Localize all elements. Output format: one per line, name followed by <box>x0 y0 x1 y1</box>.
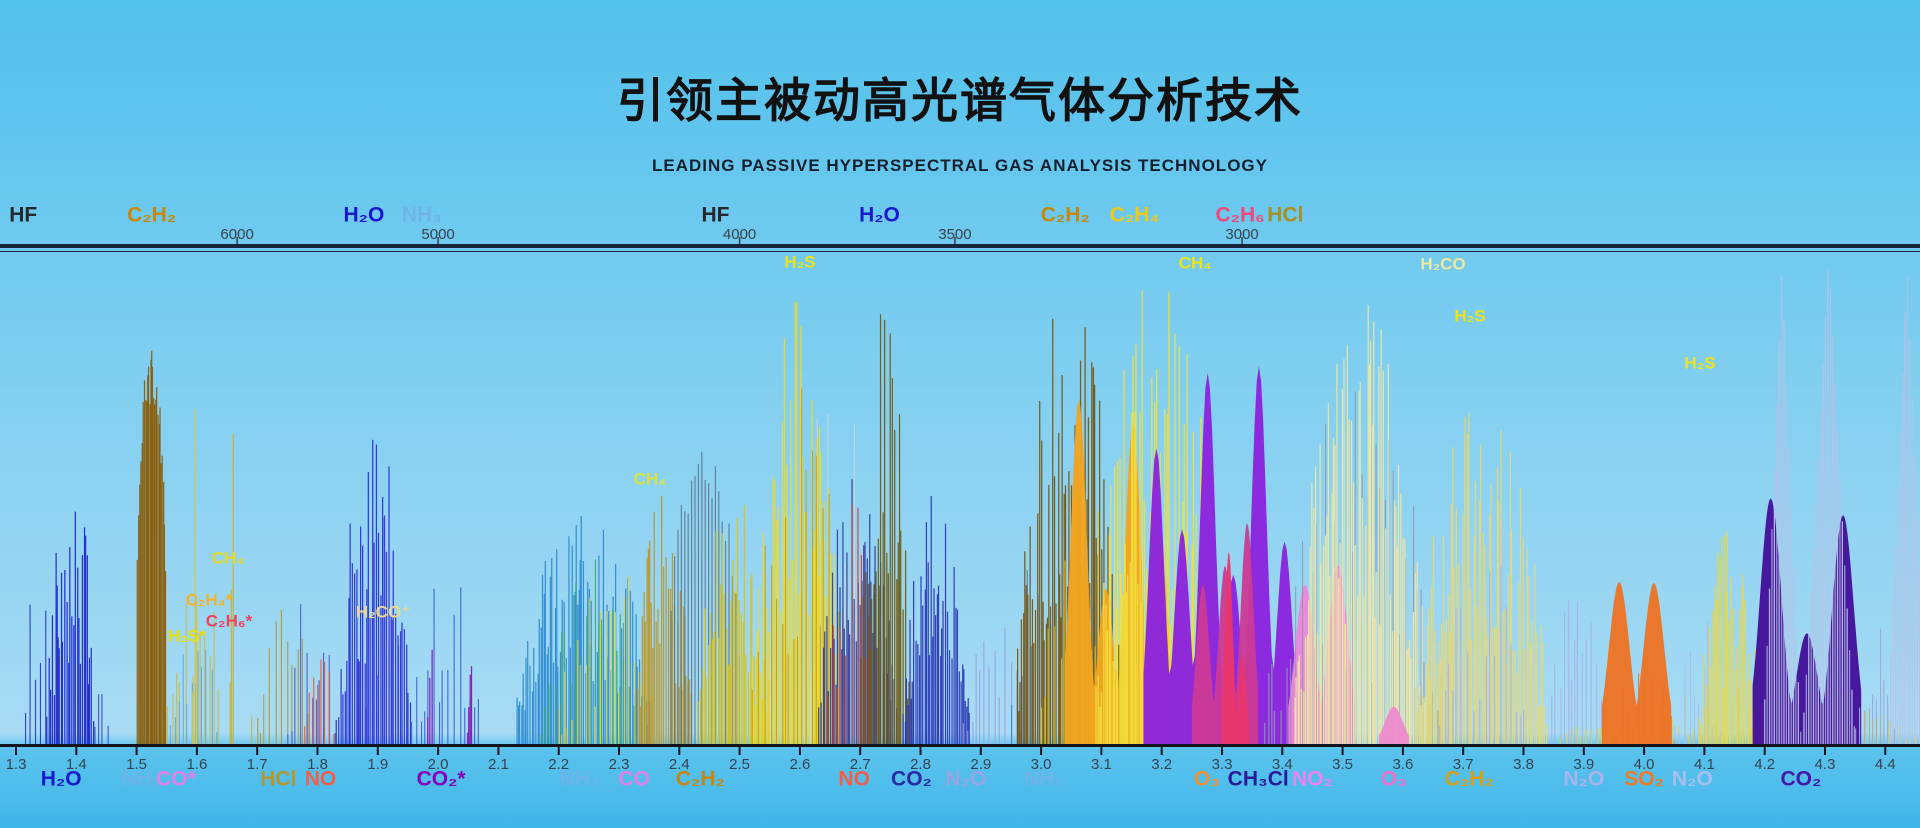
top-tick-label: 6000 <box>220 226 254 243</box>
gas-label-plot: H₂S* <box>168 626 206 646</box>
gas-label-bottom: NO <box>838 767 870 791</box>
gas-label-bottom: NO <box>304 767 337 791</box>
bottom-tick-label: 3.0 <box>1030 756 1052 773</box>
bottom-tick-label: 1.3 <box>5 756 27 773</box>
gas-label-top: NH₃ <box>401 203 442 227</box>
bottom-tick-label: 4.1 <box>1693 756 1715 773</box>
bottom-tick-label: 1.7 <box>246 756 268 773</box>
gas-label-plot: H₂CO⁺ <box>355 602 411 622</box>
bottom-tick-label: 2.2 <box>548 756 570 773</box>
gas-label-top: C₂H₂ <box>127 203 177 227</box>
top-tick-label: 3000 <box>1225 226 1259 243</box>
bottom-tick-label: 2.1 <box>487 756 509 773</box>
bottom-tick-label: 4.0 <box>1633 756 1655 773</box>
bottom-tick-label: 3.6 <box>1392 756 1414 773</box>
bottom-tick-label: 3.2 <box>1151 756 1173 773</box>
bottom-tick-label: 2.6 <box>789 756 811 773</box>
gas-label-top: C₂H₆ <box>1215 203 1265 227</box>
bottom-tick-label: 1.8 <box>307 756 328 773</box>
gas-label-plot: CH₄ <box>1178 253 1212 273</box>
bottom-tick-label: 3.9 <box>1573 756 1595 773</box>
top-axis-line-thin <box>0 251 1920 252</box>
page-subtitle: LEADING PASSIVE HYPERSPECTRAL GAS ANALYS… <box>652 156 1268 175</box>
gas-label-top: H₂O <box>343 203 385 227</box>
bottom-tick-label: 3.3 <box>1211 756 1233 773</box>
bottom-tick-label: 1.9 <box>367 756 389 773</box>
bottom-tick-label: 1.5 <box>126 756 148 773</box>
gas-label-bottom: HCl <box>260 767 297 791</box>
bottom-tick-label: 3.5 <box>1332 756 1354 773</box>
gas-label-bottom: NO₂ <box>1292 767 1333 791</box>
gas-label-bottom: H₂O <box>40 767 82 791</box>
gas-label-bottom: CO* <box>155 767 196 791</box>
bottom-tick-label: 3.8 <box>1513 756 1534 773</box>
page-title: 引领主被动高光谱气体分析技术 <box>617 74 1303 127</box>
bottom-axis-line <box>0 744 1920 747</box>
gas-label-top: HF <box>9 203 38 227</box>
gas-label-bottom: CO₂ <box>1780 767 1822 791</box>
gas-label-bottom: O₃ <box>1380 767 1407 791</box>
gas-label-plot: H₂S <box>1684 353 1716 373</box>
gas-label-top: C₂H₄ <box>1109 203 1160 227</box>
top-tick-label: 3500 <box>938 226 972 243</box>
top-axis-line <box>0 244 1920 248</box>
gas-label-plot: CH₄ <box>633 469 667 489</box>
gas-label-bottom: CO <box>618 767 650 791</box>
bottom-tick-label: 4.3 <box>1814 756 1836 773</box>
gas-label-bottom: O₃ <box>1193 767 1220 791</box>
gas-label-bottom: CO₂* <box>416 767 466 791</box>
gas-label-bottom: CH₃Cl <box>1227 767 1289 791</box>
gas-label-bottom: SO₂ <box>1624 767 1664 791</box>
gas-label-bottom: CO₂ <box>891 767 932 791</box>
bottom-tick-label: 4.4 <box>1874 756 1896 773</box>
bottom-tick-label: 2.9 <box>970 756 992 773</box>
gas-label-plot: H₂CO <box>1420 254 1466 274</box>
gas-label-bottom: N₂O <box>1671 767 1713 791</box>
gas-label-bottom: C₂H₂ <box>1444 767 1494 791</box>
gas-label-top: H₂O <box>859 203 900 227</box>
gas-label-bottom: C₂H₂ <box>675 767 725 791</box>
gas-label-plot: C₂H₆* <box>205 611 253 631</box>
gas-label-top: C₂H₂ <box>1040 203 1090 227</box>
bottom-tick-label: 2.4 <box>668 756 690 773</box>
gas-label-top: HF <box>701 203 730 227</box>
gas-label-top: HCl <box>1267 203 1304 227</box>
bottom-tick-label: 1.4 <box>65 756 87 773</box>
gas-label-plot: CH₄ <box>211 548 245 568</box>
gas-label-plot: C₂H₄* <box>185 590 233 610</box>
gas-label-bottom: N₂O <box>945 767 987 791</box>
gas-label-plot: H₂S <box>1454 306 1486 326</box>
bottom-tick-label: 3.4 <box>1271 756 1293 773</box>
bottom-tick-label: 2.8 <box>910 756 931 773</box>
bottom-tick-label: 3.1 <box>1090 756 1112 773</box>
gas-label-bottom: NH₃* <box>121 767 170 791</box>
bottom-tick-label: 2.0 <box>427 756 449 773</box>
bottom-tick-label: 1.6 <box>186 756 208 773</box>
bottom-tick-label: 3.7 <box>1452 756 1474 773</box>
bottom-tick-label: 4.2 <box>1754 756 1776 773</box>
gas-label-plot: H₂S <box>784 252 816 272</box>
gas-label-bottom: N₂O <box>1563 767 1605 791</box>
top-tick-label: 5000 <box>421 226 455 243</box>
gas-label-bottom: NH₃ <box>1024 767 1065 791</box>
gas-label-bottom: NH₃ <box>559 767 600 791</box>
bottom-tick-label: 2.5 <box>729 756 751 773</box>
top-tick-label: 4000 <box>722 226 757 243</box>
bottom-tick-label: 2.3 <box>608 756 630 773</box>
bottom-tick-label: 2.7 <box>849 756 871 773</box>
